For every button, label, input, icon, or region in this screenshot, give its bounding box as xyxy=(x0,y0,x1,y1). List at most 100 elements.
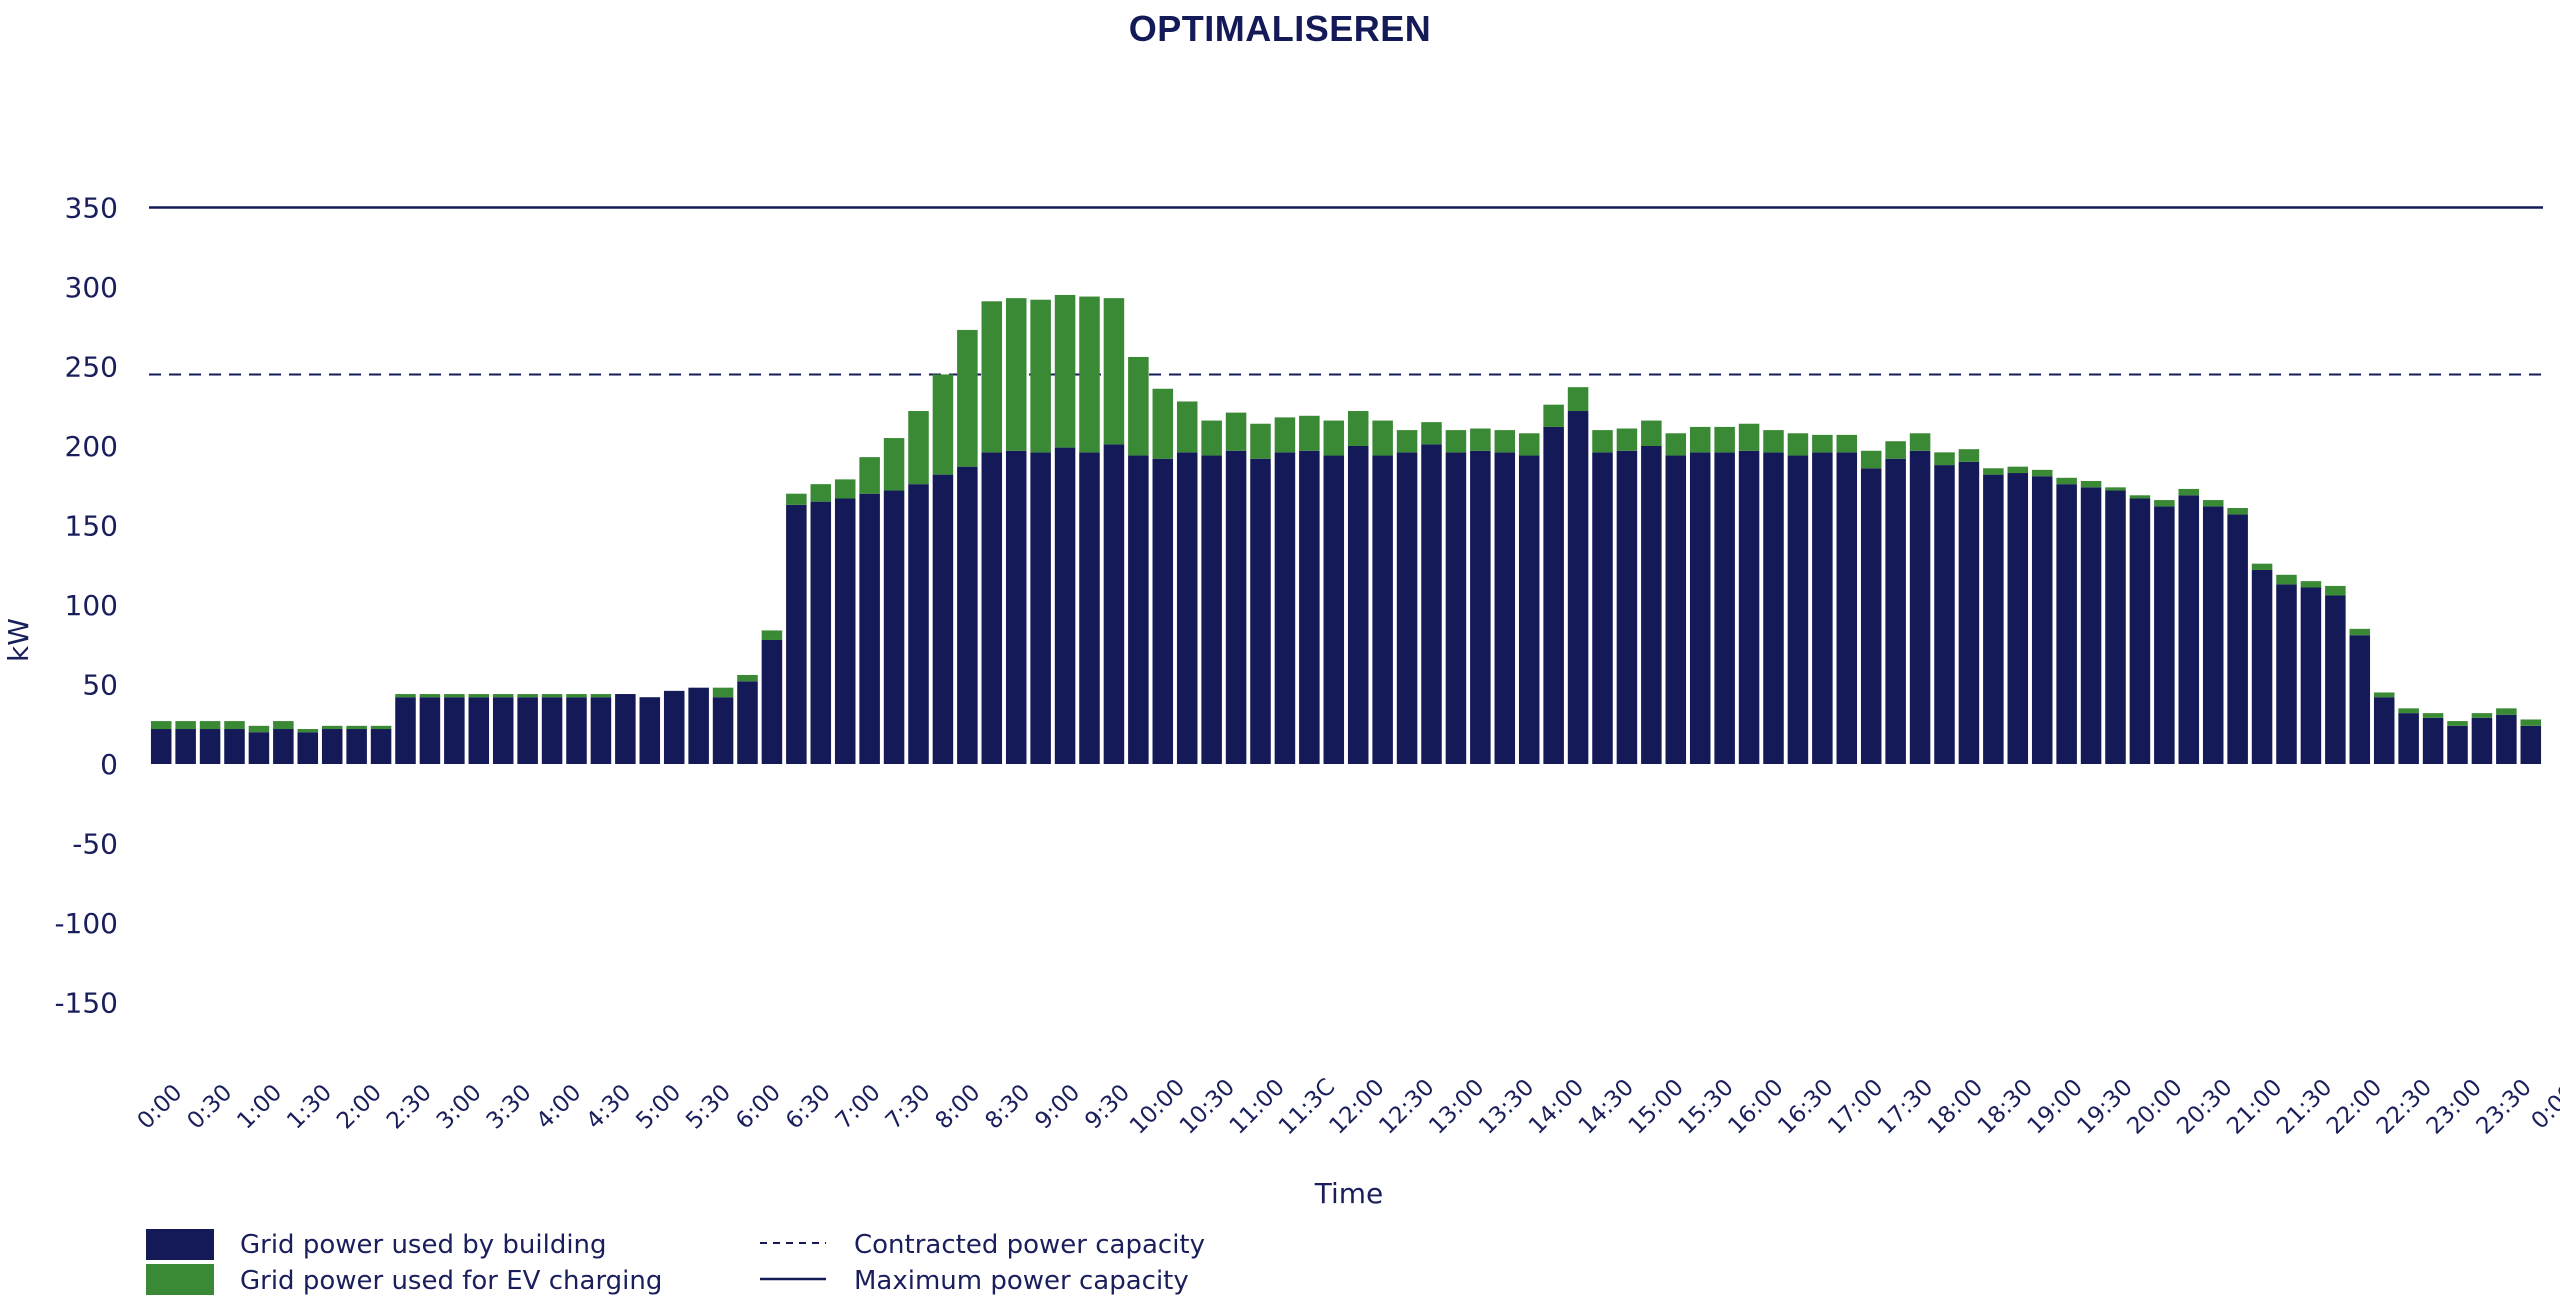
legend-swatch-building xyxy=(146,1229,214,1260)
bar-ev-charging xyxy=(981,301,1003,453)
bar-ev-charging xyxy=(1958,449,1980,462)
x-tick-label: 4:30 xyxy=(581,1080,636,1135)
bar-building xyxy=(297,732,319,764)
bar-building xyxy=(2251,570,2273,764)
bar-building xyxy=(1299,450,1320,764)
bar-building xyxy=(2105,490,2126,764)
x-tick-label: 0:30 xyxy=(182,1080,237,1135)
bar-building xyxy=(1592,452,1613,764)
bar-ev-charging xyxy=(1128,356,1149,456)
x-tick-label: 4:00 xyxy=(532,1080,587,1135)
bar-building xyxy=(2471,717,2493,764)
x-tick-label: 6:00 xyxy=(731,1080,786,1135)
x-tick-label: 10:30 xyxy=(1175,1074,1240,1139)
bar-ev-charging xyxy=(370,725,392,730)
bar-building xyxy=(1812,452,1833,764)
bar-building xyxy=(1518,455,1540,764)
bar-building xyxy=(2080,487,2102,764)
x-tick-label: 19:00 xyxy=(2023,1074,2088,1139)
bar-building xyxy=(419,697,441,764)
bar-ev-charging xyxy=(883,438,905,491)
x-tick-label: 15:00 xyxy=(1624,1074,1689,1139)
bar-ev-charging xyxy=(590,694,612,698)
bar-building xyxy=(1421,444,1442,764)
x-tick-label: 8:30 xyxy=(980,1080,1035,1135)
bar-building xyxy=(492,697,514,764)
x-tick-label: 11:3C xyxy=(1274,1074,1340,1140)
x-tick-label: 23:00 xyxy=(2422,1074,2487,1139)
x-tick-label: 9:00 xyxy=(1030,1080,1085,1135)
bar-ev-charging xyxy=(1470,428,1491,451)
bar-ev-charging xyxy=(1860,450,1882,469)
bar-ev-charging xyxy=(1396,430,1418,453)
bar-ev-charging xyxy=(444,694,465,698)
bar-ev-charging xyxy=(1201,420,1222,456)
x-tick-label: 23:30 xyxy=(2472,1074,2537,1139)
x-tick-label: 13:00 xyxy=(1424,1074,1489,1139)
bar-ev-charging xyxy=(2251,563,2273,571)
bar-building xyxy=(1079,452,1100,764)
bar-building xyxy=(2496,714,2517,764)
bar-ev-charging xyxy=(150,721,172,730)
x-tick-label: 6:30 xyxy=(781,1080,836,1135)
x-tick-label: 22:00 xyxy=(2322,1074,2387,1139)
bar-ev-charging xyxy=(248,725,270,733)
bar-ev-charging xyxy=(297,729,319,733)
x-tick-label: 16:00 xyxy=(1723,1074,1788,1139)
x-tick-label: 2:30 xyxy=(382,1080,437,1135)
bar-building xyxy=(2007,473,2029,764)
x-tick-label: 5:00 xyxy=(631,1080,686,1135)
bar-ev-charging xyxy=(2300,581,2322,588)
bar-ev-charging xyxy=(1494,430,1516,453)
bar-ev-charging xyxy=(566,694,587,698)
bar-ev-charging xyxy=(1079,296,1100,453)
x-tick-label: 7:00 xyxy=(831,1080,886,1135)
bar-ev-charging xyxy=(1518,433,1540,456)
bar-building xyxy=(1836,452,1858,764)
bar-building xyxy=(1763,452,1784,764)
bar-ev-charging xyxy=(1274,417,1296,453)
bar-ev-charging xyxy=(1054,294,1076,448)
bar-ev-charging xyxy=(1567,387,1589,412)
bar-building xyxy=(1885,458,1906,764)
bar-building xyxy=(2349,635,2371,764)
bar-building xyxy=(1860,468,1882,764)
bar-building xyxy=(395,697,416,764)
bar-ev-charging xyxy=(395,694,416,698)
bar-building xyxy=(2227,514,2248,764)
bar-ev-charging xyxy=(2325,585,2346,596)
bar-ev-charging xyxy=(1885,441,1906,459)
legend: Grid power used by building Grid power u… xyxy=(146,1229,1205,1296)
bar-ev-charging xyxy=(273,721,294,730)
x-tick-label: 16:30 xyxy=(1773,1074,1838,1139)
bar-building xyxy=(737,681,758,764)
bar-building xyxy=(1054,447,1076,764)
bar-ev-charging xyxy=(1836,434,1858,453)
bar-building xyxy=(1225,450,1247,764)
bar-building xyxy=(834,498,856,764)
x-tick-label: 12:00 xyxy=(1324,1074,1389,1139)
bar-building xyxy=(1396,452,1418,764)
bar-building xyxy=(2276,584,2297,764)
y-tick-label: 200 xyxy=(65,430,118,463)
bar-building xyxy=(517,697,538,764)
bar-building xyxy=(2325,595,2346,764)
bar-ev-charging xyxy=(1812,434,1833,453)
bar-ev-charging xyxy=(1983,468,2004,475)
x-tick-label: 10:00 xyxy=(1125,1074,1190,1139)
x-tick-label: 18:00 xyxy=(1923,1074,1988,1139)
bar-ev-charging xyxy=(712,687,734,698)
bar-building xyxy=(273,729,294,764)
bar-building xyxy=(199,729,221,764)
bar-ev-charging xyxy=(2349,628,2371,636)
bar-building xyxy=(2178,495,2200,764)
bar-building xyxy=(688,687,709,764)
bar-ev-charging xyxy=(468,694,490,698)
bar-building xyxy=(1665,455,1687,764)
bar-building xyxy=(786,504,807,764)
bar-building xyxy=(932,474,954,764)
x-tick-label: 0:00 xyxy=(133,1080,188,1135)
bar-building xyxy=(2520,725,2542,764)
bar-building xyxy=(468,697,490,764)
